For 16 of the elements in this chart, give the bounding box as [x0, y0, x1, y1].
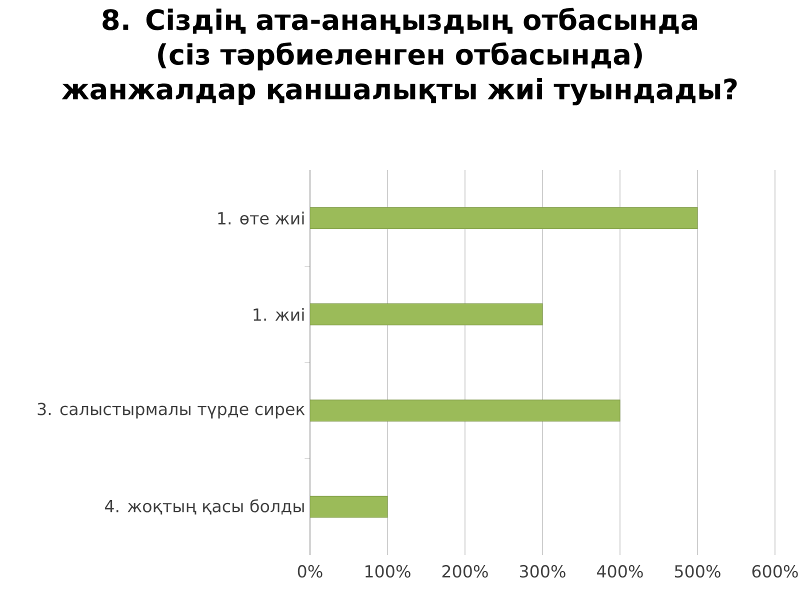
bar: [310, 496, 388, 518]
x-tick-label: 600%: [752, 565, 798, 578]
x-tick-label: 400%: [596, 565, 643, 578]
x-tick-label: 0%: [298, 565, 322, 578]
y-tick-label: 1. өте жиі: [218, 212, 304, 225]
y-tick-label: 3. салыстырмалы түрде сирек: [38, 402, 305, 419]
y-tick-label: 1. жиі: [254, 308, 304, 321]
y-tick-label: 4. жоқтың қасы болды: [104, 499, 304, 514]
bar: [310, 400, 620, 422]
bar: [310, 207, 698, 230]
x-tick-label: 300%: [520, 565, 566, 578]
x-tick-label: 500%: [674, 565, 720, 578]
x-tick-label: 100%: [366, 565, 410, 578]
bar: [310, 303, 543, 326]
chart-title: 8. Сіздің ата-анаңыздың отбасында (сіз тәрбиеленген отбасында) жанжалдар қаншалықты жиі туындады?: [62, 8, 737, 106]
x-tick-label: 200%: [442, 565, 488, 578]
